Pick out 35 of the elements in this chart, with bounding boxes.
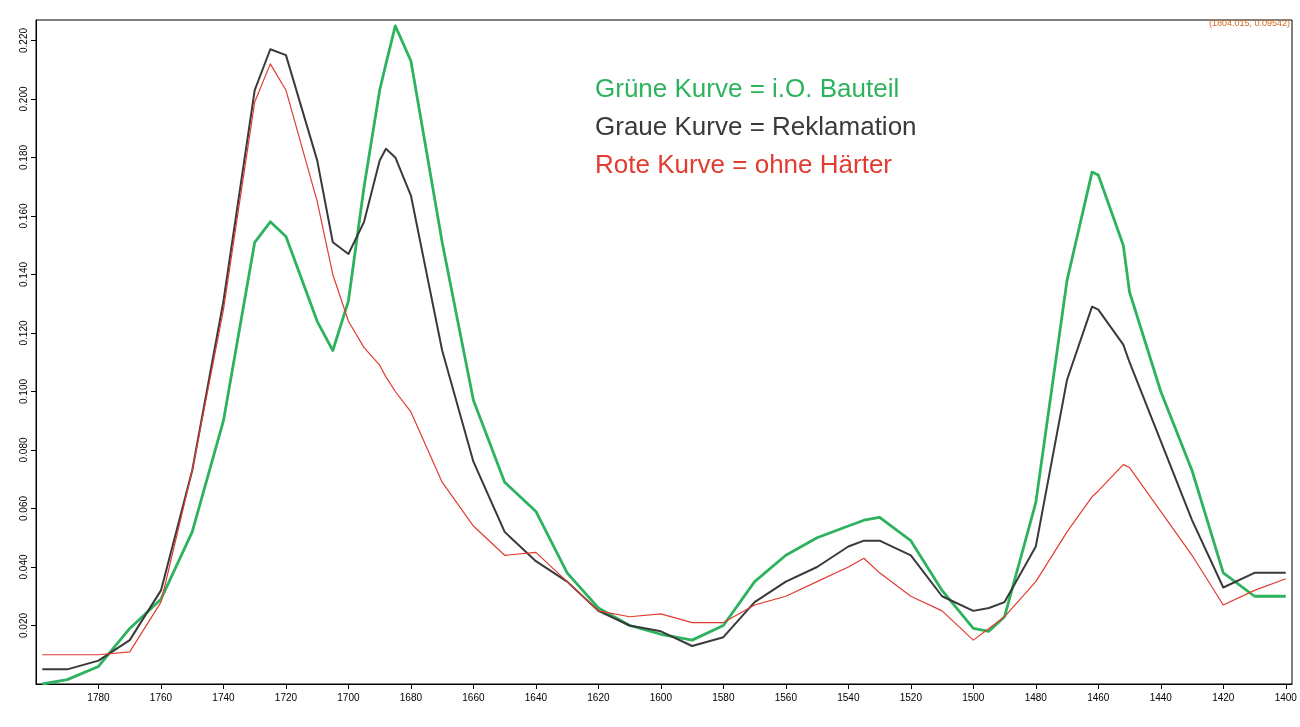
y-tick-label: 0.100 <box>17 378 29 404</box>
x-tick-label: 1740 <box>212 691 236 703</box>
x-tick-label: 1760 <box>149 691 173 703</box>
x-tick-label: 1620 <box>587 691 610 703</box>
y-tick-label: 0.200 <box>17 86 29 112</box>
x-tick-label: 1680 <box>399 691 423 703</box>
x-tick-label: 1460 <box>1087 691 1110 703</box>
x-tick-label: 1480 <box>1024 691 1048 703</box>
text: Graue Kurve = Reklamation <box>595 111 917 141</box>
text: Rote Kurve = ohne Härter <box>595 149 893 179</box>
x-tick-label: 1600 <box>649 691 673 703</box>
annotation: (1804.015, 0.09542) <box>1208 17 1291 28</box>
y-tick-label: 0.160 <box>17 203 29 229</box>
y-tick-label: 0.020 <box>17 612 29 639</box>
x-tick-label: 1580 <box>712 691 735 703</box>
x-tick-label: 1520 <box>899 691 923 703</box>
x-tick-label: 1420 <box>1212 691 1235 703</box>
y-tick-label: 0.140 <box>17 261 29 287</box>
y-tick-label: 0.080 <box>17 437 29 463</box>
text: Grüne Kurve = i.O. Bauteil <box>595 73 900 103</box>
x-tick-label: 1400 <box>1274 691 1298 703</box>
y-tick-label: 0.120 <box>17 320 29 346</box>
y-tick-label: 0.180 <box>17 144 29 170</box>
x-tick-label: 1500 <box>962 691 985 703</box>
x-tick-label: 1660 <box>462 691 485 703</box>
x-tick-label: 1540 <box>837 691 860 703</box>
x-tick-label: 1720 <box>274 691 298 703</box>
y-tick-label: 0.060 <box>17 495 29 522</box>
x-tick-label: 1700 <box>337 691 360 703</box>
x-tick-label: 1640 <box>524 691 548 703</box>
y-tick-label: 0.220 <box>17 27 29 53</box>
x-tick-label: 1780 <box>87 691 111 703</box>
x-tick-label: 1560 <box>774 691 798 703</box>
x-tick-label: 1440 <box>1149 691 1173 703</box>
y-tick-label: 0.040 <box>17 554 29 580</box>
